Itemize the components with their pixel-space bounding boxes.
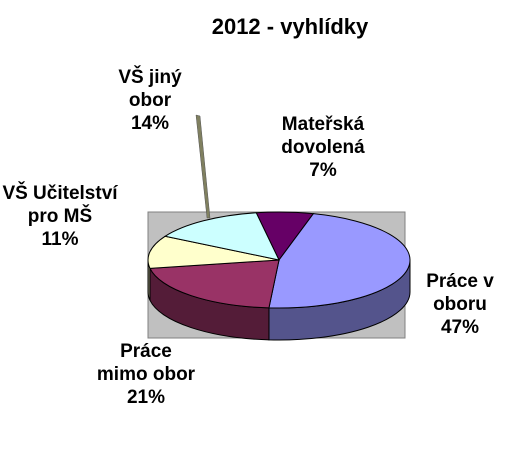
pie-slice — [147, 235, 280, 269]
slice-label: VŠ jiný obor 14% — [95, 66, 205, 135]
slice-label: Práce v oboru 47% — [410, 270, 510, 339]
slice-label: Práce mimo obor 21% — [96, 340, 196, 409]
pie-slice — [163, 212, 280, 261]
value-label: 14% — [130, 113, 170, 134]
slice-label: Mateřská dovolená 7% — [258, 113, 388, 182]
category-name: VŠ Učitelství pro MŠ — [2, 183, 118, 227]
category-name: Mateřská dovolená — [281, 114, 365, 158]
category-name: Práce v oboru — [426, 271, 494, 315]
category-name: VŠ jiný obor — [118, 67, 182, 111]
pie-slice — [149, 259, 280, 309]
chart-title: 2012 - vyhlídky — [211, 14, 369, 39]
category-name: Práce mimo obor — [96, 341, 196, 385]
leader-line — [195, 114, 211, 219]
pie-slice — [268, 213, 411, 309]
value-label: 7% — [309, 160, 337, 181]
slice-label: VŠ Učitelství pro MŠ 11% — [0, 182, 120, 251]
value-label: 47% — [440, 317, 480, 338]
value-label: 11% — [41, 229, 79, 250]
value-label: 21% — [126, 387, 166, 408]
